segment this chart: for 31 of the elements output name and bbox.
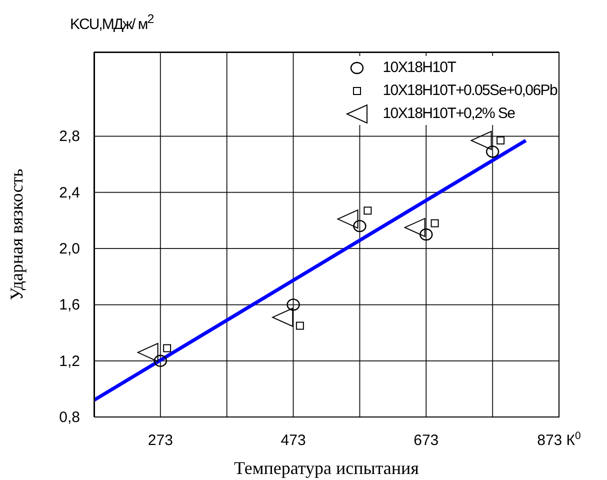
point [430, 219, 439, 228]
y-tick-label: 2,8 [59, 128, 80, 146]
text: KCU,МДж/ м$^{2}$ [70, 12, 154, 33]
legend-label: 10X18H10T+0.05Se+0,06Pb [382, 82, 557, 99]
point [154, 354, 168, 367]
point [404, 218, 426, 237]
x-tick-label: 273 [148, 432, 173, 449]
y-tick-label: 1,2 [59, 352, 80, 370]
point [420, 228, 433, 241]
point [163, 344, 172, 352]
point [337, 210, 358, 229]
point [137, 342, 158, 362]
x-tick-label: 473 [280, 432, 306, 449]
point [296, 322, 304, 330]
point [496, 136, 505, 144]
legend-label: 10X18H10T [382, 59, 456, 76]
x-tick-label: 873 К$^{0}$ [537, 430, 582, 449]
y-tick-label: 0,8 [59, 409, 80, 426]
x-tick-label: 673 [414, 432, 439, 449]
legend-label: 10X18H10T+0,2% Se [382, 105, 515, 122]
y-tick-label: 1,6 [59, 296, 80, 314]
point [486, 146, 500, 158]
point [470, 130, 492, 150]
y-tick-label: 2,0 [59, 240, 80, 258]
y-axis-title: Ударная вязкость [6, 168, 28, 300]
point [364, 206, 372, 215]
y-tick-label: 2,4 [59, 184, 80, 202]
x-axis-title: Температура испытания [234, 458, 419, 478]
point [286, 298, 300, 311]
point [272, 308, 294, 327]
point [353, 220, 366, 232]
